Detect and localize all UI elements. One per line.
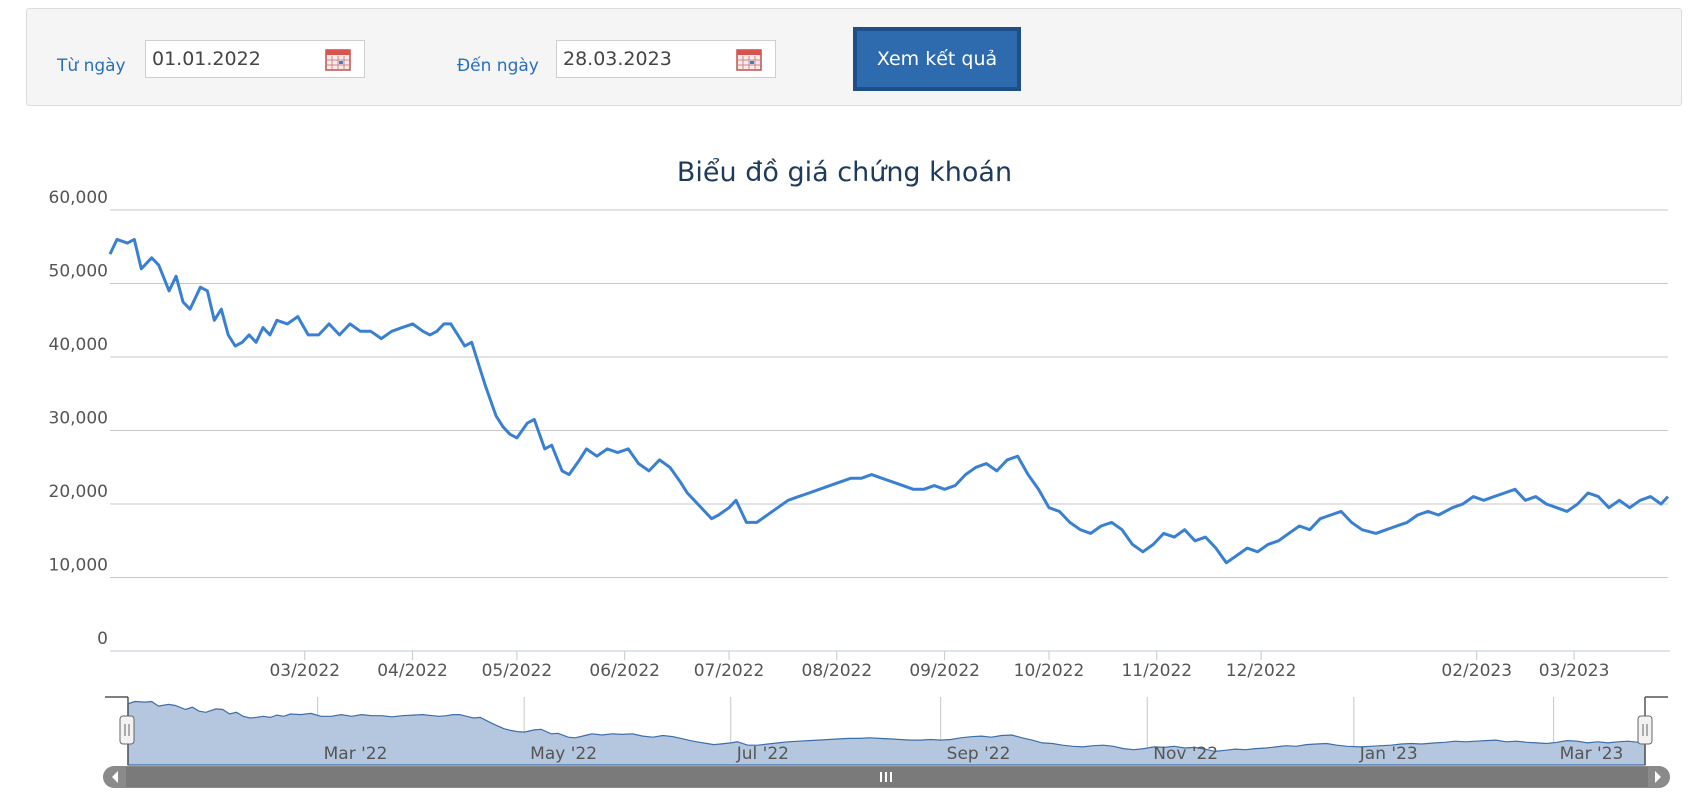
date-filter-bar: Từ ngày Đến ngày Xem kết quả — [26, 8, 1682, 106]
navigator-tick-label: May '22 — [530, 744, 597, 764]
navigator-tick-label: Jul '22 — [736, 744, 789, 764]
x-tick-label: 08/2022 — [802, 661, 873, 681]
y-tick-label: 20,000 — [49, 482, 108, 502]
y-tick-label: 10,000 — [49, 556, 108, 576]
y-tick-label: 30,000 — [49, 409, 108, 429]
navigator-handle-left[interactable] — [119, 715, 135, 745]
to-date-label: Đến ngày — [457, 56, 539, 76]
navigator-area — [127, 700, 1646, 766]
navigator-tick-label: Mar '23 — [1560, 744, 1624, 764]
to-date-input[interactable] — [557, 41, 727, 77]
x-tick-label: 04/2022 — [377, 661, 448, 681]
x-tick-label: 10/2022 — [1014, 661, 1085, 681]
navigator-tick-label: Mar '22 — [324, 744, 388, 764]
navigator-tick-label: Jan '23 — [1359, 744, 1418, 764]
view-results-button[interactable]: Xem kết quả — [853, 27, 1021, 91]
x-tick-label: 02/2023 — [1441, 661, 1512, 681]
y-tick-label: 0 — [97, 629, 108, 649]
calendar-icon[interactable] — [736, 47, 762, 71]
navigator-tick-label: Sep '22 — [947, 744, 1011, 764]
y-tick-label: 50,000 — [49, 262, 108, 282]
y-axis-ticks: 0 10,000 20,000 30,000 40,000 50,000 60,000 — [49, 188, 108, 649]
scroll-right-arrow-icon[interactable] — [1655, 771, 1661, 783]
y-tick-label: 60,000 — [49, 188, 108, 208]
from-date-input[interactable] — [146, 41, 316, 77]
grid-lines — [110, 209, 1668, 578]
x-axis-ticks: 03/2022 04/2022 05/2022 06/2022 07/2022 08/20… — [269, 651, 1609, 681]
scrollbar-grip-icon[interactable] — [880, 772, 892, 782]
scrollbar[interactable] — [103, 766, 1670, 788]
calendar-icon[interactable] — [325, 47, 351, 71]
x-tick-label: 12/2022 — [1226, 661, 1297, 681]
navigator-ticks: Mar '22 May '22 Jul '22 Sep '22 Nov '22 Jan '… — [324, 744, 1624, 764]
x-tick-label: 03/2023 — [1539, 661, 1610, 681]
x-tick-label: 11/2022 — [1121, 661, 1192, 681]
x-tick-label: 06/2022 — [589, 661, 660, 681]
to-date-field[interactable] — [556, 40, 776, 78]
navigator-tick-label: Nov '22 — [1153, 744, 1218, 764]
x-tick-label: 05/2022 — [482, 661, 553, 681]
price-series-line — [108, 237, 1670, 565]
navigator[interactable]: Mar '22 May '22 Jul '22 Sep '22 Nov '22 Jan '… — [105, 696, 1668, 766]
x-tick-label: 07/2022 — [694, 661, 765, 681]
x-tick-label: 03/2022 — [269, 661, 340, 681]
chart-title: Biểu đồ giá chứng khoán — [676, 157, 1013, 188]
from-date-field[interactable] — [145, 40, 365, 78]
x-tick-label: 09/2022 — [909, 661, 980, 681]
scroll-left-arrow-icon[interactable] — [112, 771, 118, 783]
navigator-handle-right[interactable] — [1637, 715, 1653, 745]
from-date-label: Từ ngày — [57, 56, 126, 76]
y-tick-label: 40,000 — [49, 335, 108, 355]
